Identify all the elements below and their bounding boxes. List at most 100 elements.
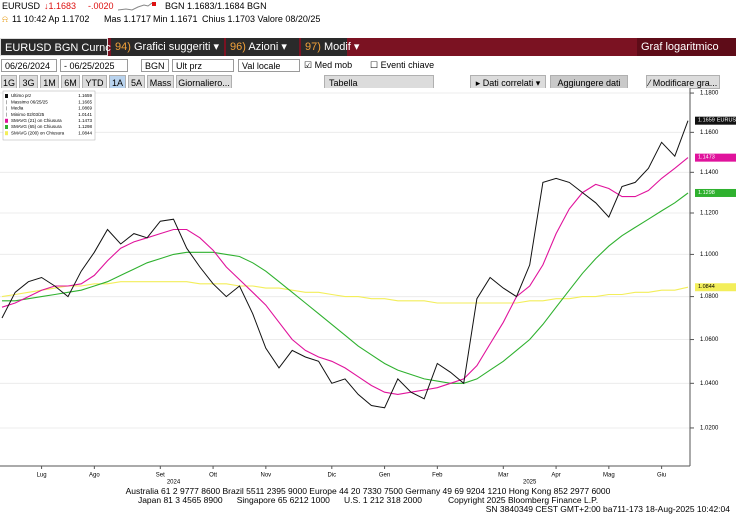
table-button[interactable]: Tabella: [324, 75, 434, 89]
period-button[interactable]: 1G: [1, 75, 17, 89]
legend-value: 1.0844: [78, 130, 92, 135]
events-checkbox[interactable]: ☐ Eventi chiave: [370, 60, 435, 70]
menu-item[interactable]: 96) Azioni ▾: [226, 38, 299, 56]
add-data-button[interactable]: Aggiungere dati: [550, 75, 628, 89]
footer-line: Australia 61 2 9777 8600 Brazil 5511 239…: [125, 486, 611, 496]
tag-label: 1.1659EURUSD: [698, 118, 736, 124]
legend-value: 1.0141: [78, 112, 92, 117]
y-tick-label: 1.0800: [700, 294, 719, 300]
start-date[interactable]: 06/26/2024: [1, 59, 57, 72]
menu-number: 97): [305, 41, 321, 53]
period-button[interactable]: 6M: [61, 75, 80, 89]
menu-label: Modif: [323, 41, 351, 53]
tag-value: 1.1298: [698, 190, 715, 196]
series-line: [1, 157, 689, 395]
sparkline: [118, 2, 156, 11]
x-tick-label: Apr: [551, 473, 560, 479]
y-tick-label: 1.0400: [700, 381, 719, 387]
y-tick-label: 1.0600: [700, 337, 719, 343]
quote-time: 11 10:42 Ap 1.1702: [12, 14, 90, 24]
legend: Ultimo prz 1.1659 Massimo 06/25/25 1.1665 Me…: [2, 90, 96, 141]
button-label: Dati correlati: [482, 78, 534, 88]
log-chart-toggle[interactable]: Graf logaritmico: [637, 38, 736, 56]
legend-swatch: [5, 131, 8, 136]
menu-number: 96): [230, 41, 246, 53]
x-tick-label: Ott: [209, 473, 217, 479]
x-tick-label: Lug: [37, 473, 47, 479]
last-value-tag: 1.1473: [695, 153, 736, 162]
tag-ticker: EURUSD: [717, 118, 736, 124]
x-tick-label: Giu: [657, 473, 666, 479]
series-line: [1, 281, 689, 304]
tag-label: 1.1298: [698, 190, 715, 196]
period-button[interactable]: Giornaliero...: [176, 75, 232, 89]
tag-label: 1.1473: [698, 155, 715, 161]
chart: 1.0200 1.0400 1.0600 1.0800 1.1000 1.1200 1.14…: [0, 88, 736, 486]
menu-bar: EURUSD BGN Curncy 94) Grafici suggeriti …: [0, 38, 736, 56]
x-tick-label: Dic: [327, 473, 336, 479]
source-field[interactable]: BGN: [141, 59, 169, 72]
security-field[interactable]: EURUSD BGN Curncy: [0, 38, 116, 56]
checkbox-label: Med mob: [314, 60, 353, 70]
tag-background: [695, 153, 736, 162]
related-data-button[interactable]: ▸ Dati correlati ▾: [470, 75, 546, 89]
field-select[interactable]: Ult prz: [172, 59, 234, 72]
last-value-tag: 1.0844: [695, 283, 736, 292]
tag-background: [695, 283, 736, 292]
footer-line: Japan 81 3 4565 8900 Singapore 65 6212 1…: [137, 495, 599, 505]
moving-avg-checkbox[interactable]: ☑ Med mob: [304, 60, 353, 70]
end-date[interactable]: - 06/25/2025: [60, 59, 128, 72]
legend-value: 1.1665: [78, 99, 92, 104]
footer: Australia 61 2 9777 8600 Brazil 5511 239…: [0, 487, 736, 514]
menu-item[interactable]: 94) Grafici suggeriti ▾: [111, 38, 224, 56]
currency-select[interactable]: Val locale: [238, 59, 300, 72]
legend-label: Ultimo prz: [11, 93, 32, 98]
button-label: Modificare gra...: [652, 78, 718, 88]
period-button[interactable]: Mass: [147, 75, 174, 89]
legend-swatch: [5, 118, 8, 123]
period-button[interactable]: 1A: [109, 75, 126, 89]
x-tick-label: Mag: [603, 473, 615, 479]
legend-label: Massimo 06/25/25: [11, 99, 48, 104]
year-label: 2025: [523, 480, 537, 486]
x-tick-label: Nov: [261, 473, 272, 479]
checkbox-label: Eventi chiave: [380, 60, 435, 70]
legend-value: 1.1473: [78, 118, 92, 123]
legend-label: SMAVG (200) on Chiusura: [11, 130, 65, 135]
legend-box: [2, 90, 96, 141]
y-tick-label: 1.1000: [700, 252, 719, 258]
year-label: 2024: [167, 480, 181, 486]
modify-chart-button[interactable]: ⁄ Modificare gra...: [646, 75, 720, 89]
footer-line: SN 3840349 CEST GMT+2:00 ba711-173 18-Au…: [485, 504, 730, 514]
legend-value: 1.1298: [78, 124, 92, 129]
day-low: Min 1.1671: [153, 14, 198, 24]
legend-value: 1.0869: [78, 106, 92, 111]
plot-area: [0, 88, 690, 466]
last-value-tag: 1.1298: [695, 188, 736, 197]
period-button[interactable]: 5A: [128, 75, 145, 89]
legend-swatch: [5, 94, 8, 98]
period-button[interactable]: 3G: [19, 75, 38, 89]
tag-value: 1.1659: [698, 118, 715, 124]
tag-label: 1.0844: [698, 285, 715, 291]
x-tick-label: Feb: [432, 473, 443, 479]
menu-item[interactable]: 97) Modif ▾: [301, 38, 359, 56]
x-tick-label: Set: [156, 473, 165, 479]
price-change: -.0020: [88, 1, 114, 11]
menu-number: 94): [115, 41, 131, 53]
alert-icon: ⍾: [2, 14, 8, 24]
day-high: Mas 1.1717: [104, 14, 152, 24]
y-tick-label: 1.1800: [700, 91, 719, 97]
y-tick-label: 1.1200: [700, 211, 719, 217]
last-value-tag: 1.1659EURUSD: [695, 116, 736, 125]
series-line: [2, 192, 689, 384]
tag-background: [695, 116, 736, 125]
prev-close: Chius 1.1703 Valore 08/20/25: [202, 14, 321, 24]
menu-label: Azioni: [248, 41, 279, 53]
period-button[interactable]: YTD: [82, 75, 107, 89]
period-button[interactable]: 1M: [40, 75, 59, 89]
legend-label: SMAVG (65) on Chiusura: [11, 124, 62, 129]
legend-swatch: [5, 125, 8, 129]
legend-value: 1.1659: [78, 93, 92, 98]
x-tick-label: Mar: [498, 473, 508, 479]
